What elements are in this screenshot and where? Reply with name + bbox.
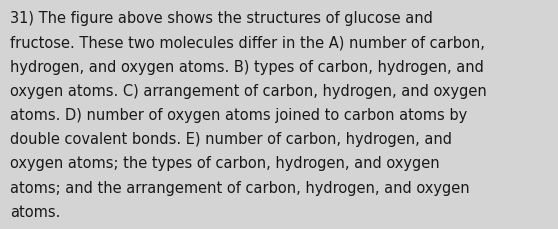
Text: hydrogen, and oxygen atoms. B) types of carbon, hydrogen, and: hydrogen, and oxygen atoms. B) types of … [10,60,484,74]
Text: oxygen atoms; the types of carbon, hydrogen, and oxygen: oxygen atoms; the types of carbon, hydro… [10,156,440,171]
Text: atoms; and the arrangement of carbon, hydrogen, and oxygen: atoms; and the arrangement of carbon, hy… [10,180,470,195]
Text: atoms. D) number of oxygen atoms joined to carbon atoms by: atoms. D) number of oxygen atoms joined … [10,108,467,123]
Text: 31) The figure above shows the structures of glucose and: 31) The figure above shows the structure… [10,11,433,26]
Text: atoms.: atoms. [10,204,60,219]
Text: fructose. These two molecules differ in the A) number of carbon,: fructose. These two molecules differ in … [10,35,485,50]
Text: double covalent bonds. E) number of carbon, hydrogen, and: double covalent bonds. E) number of carb… [10,132,452,147]
Text: oxygen atoms. C) arrangement of carbon, hydrogen, and oxygen: oxygen atoms. C) arrangement of carbon, … [10,84,487,98]
